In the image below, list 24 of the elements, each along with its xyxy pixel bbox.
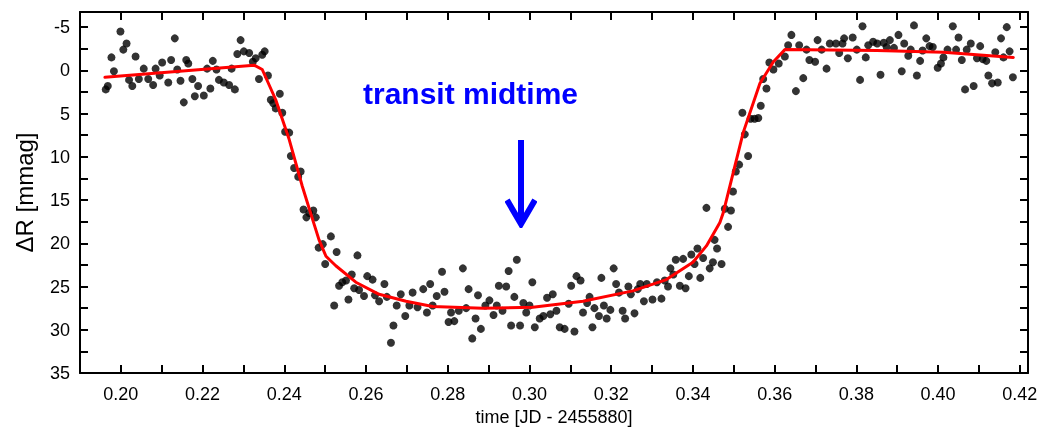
annotation: transit midtime <box>363 76 579 110</box>
x-tick-label: 0.24 <box>266 384 302 404</box>
y-tick-label: 20 <box>49 233 70 254</box>
y-tick-label: 0 <box>59 60 70 81</box>
x-tick-label: 0.36 <box>757 384 793 404</box>
x-tick-label: 0.26 <box>348 384 384 404</box>
y-tick-label: 30 <box>49 319 70 340</box>
y-tick-label: 25 <box>49 276 70 297</box>
x-axis-title: time [JD - 2455880] <box>475 406 633 427</box>
x-tick-label: 0.42 <box>1002 384 1038 404</box>
y-tick-label: 15 <box>49 190 70 211</box>
x-tick-label: 0.20 <box>103 384 139 404</box>
x-tick-label: 0.38 <box>838 384 874 404</box>
x-tick-label: 0.30 <box>511 384 548 404</box>
x-tick-label: 0.22 <box>185 384 221 404</box>
y-tick-label: 35 <box>49 363 70 383</box>
x-tick-label: 0.28 <box>430 384 466 404</box>
y-tick-label: -5 <box>53 17 70 38</box>
y-axis-title: ΔR [mmag] <box>10 132 38 253</box>
x-tick-label: 0.40 <box>920 384 956 404</box>
y-tick-label: 5 <box>59 103 70 124</box>
y-tick-label: 10 <box>49 146 70 167</box>
x-tick-label: 0.34 <box>675 384 711 404</box>
x-tick-label: 0.32 <box>593 384 629 404</box>
